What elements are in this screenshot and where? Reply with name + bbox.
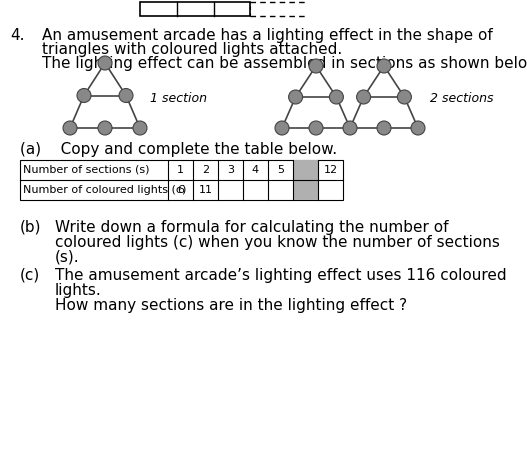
Circle shape — [119, 88, 133, 103]
Text: 1 section: 1 section — [150, 92, 207, 104]
Bar — [293, 160, 318, 200]
Circle shape — [289, 90, 302, 104]
Circle shape — [377, 59, 391, 73]
Text: 11: 11 — [199, 185, 212, 195]
Text: 5: 5 — [277, 165, 284, 175]
Text: (b): (b) — [20, 220, 42, 235]
Text: 2: 2 — [202, 165, 209, 175]
Circle shape — [133, 121, 147, 135]
Text: lights.: lights. — [55, 283, 102, 298]
Circle shape — [63, 121, 77, 135]
Text: An amusement arcade has a lighting effect in the shape of: An amusement arcade has a lighting effec… — [42, 28, 493, 43]
Bar — [140, 2, 250, 16]
Text: How many sections are in the lighting effect ?: How many sections are in the lighting ef… — [55, 298, 407, 313]
Text: 3: 3 — [227, 165, 234, 175]
Circle shape — [98, 56, 112, 70]
Text: coloured lights (c) when you know the number of sections: coloured lights (c) when you know the nu… — [55, 235, 500, 250]
Circle shape — [357, 90, 370, 104]
Circle shape — [397, 90, 412, 104]
Circle shape — [329, 90, 344, 104]
Circle shape — [411, 121, 425, 135]
Text: 2 sections: 2 sections — [430, 92, 493, 104]
Text: Number of sections (s): Number of sections (s) — [23, 165, 150, 175]
Text: (c): (c) — [20, 268, 40, 283]
Circle shape — [377, 121, 391, 135]
Text: (s).: (s). — [55, 250, 80, 265]
Text: The amusement arcade’s lighting effect uses 116 coloured: The amusement arcade’s lighting effect u… — [55, 268, 506, 283]
Circle shape — [309, 121, 323, 135]
Circle shape — [98, 121, 112, 135]
Text: The lighting effect can be assembled in sections as shown below.: The lighting effect can be assembled in … — [42, 56, 527, 71]
Circle shape — [77, 88, 91, 103]
Text: 4.: 4. — [10, 28, 24, 43]
Circle shape — [275, 121, 289, 135]
Text: triangles with coloured lights attached.: triangles with coloured lights attached. — [42, 42, 342, 57]
Circle shape — [309, 59, 323, 73]
Text: Number of coloured lights (c): Number of coloured lights (c) — [23, 185, 187, 195]
Text: 6: 6 — [177, 185, 184, 195]
Circle shape — [343, 121, 357, 135]
Text: 4: 4 — [252, 165, 259, 175]
Text: 12: 12 — [324, 165, 338, 175]
Bar — [20, 160, 343, 200]
Text: (a)    Copy and complete the table below.: (a) Copy and complete the table below. — [20, 142, 337, 157]
Text: 1: 1 — [177, 165, 184, 175]
Text: Write down a formula for calculating the number of: Write down a formula for calculating the… — [55, 220, 448, 235]
